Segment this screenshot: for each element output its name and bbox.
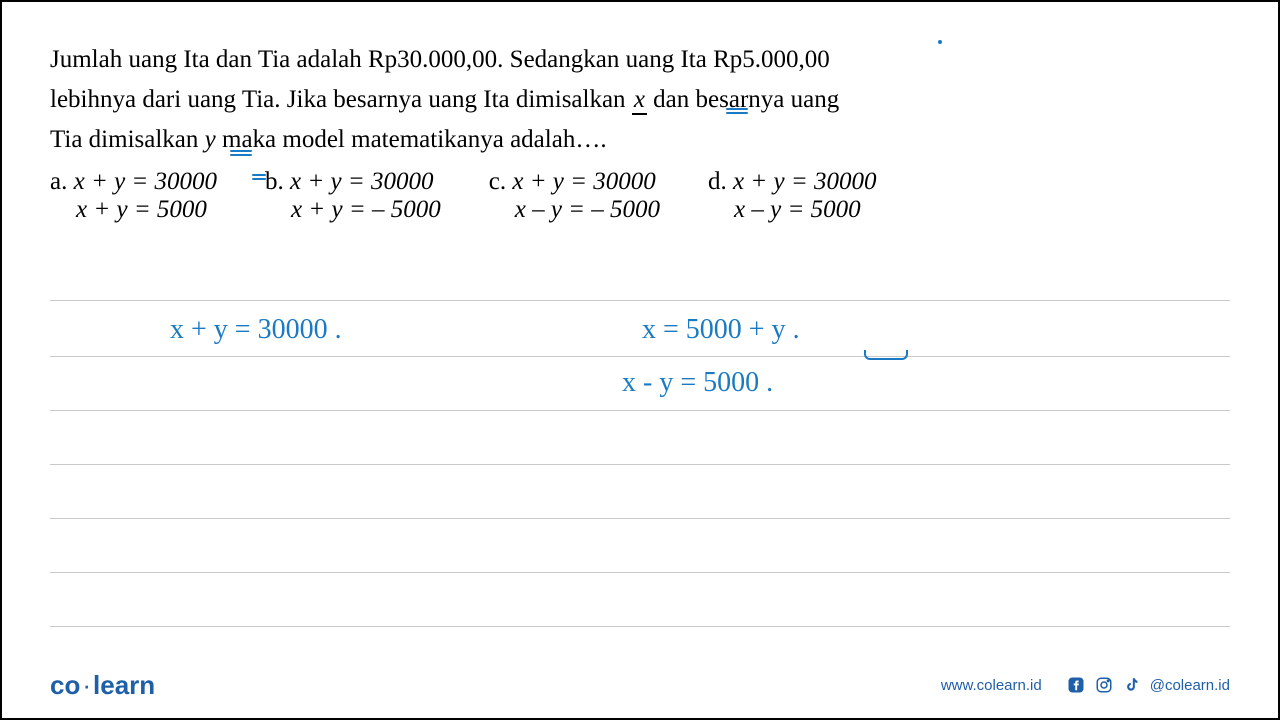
footer-right: www.colearn.id @colearn.id bbox=[941, 675, 1230, 695]
tiktok-icon bbox=[1122, 675, 1142, 695]
handwritten-bracket bbox=[864, 350, 908, 360]
question-line-1: Jumlah uang Ita dan Tia adalah Rp30.000,… bbox=[50, 40, 1230, 80]
question-line-2: lebihnya dari uang Tia. Jika besarnya ua… bbox=[50, 80, 1230, 120]
option-d: d. x + y = 30000 x – y = 5000 bbox=[708, 168, 876, 224]
question-line-3: Tia dimisalkan y maka model matematikany… bbox=[50, 120, 1230, 160]
facebook-icon bbox=[1066, 675, 1086, 695]
variable-y: y bbox=[205, 126, 216, 153]
annotation-underline-option bbox=[252, 174, 266, 180]
footer-url: www.colearn.id bbox=[941, 677, 1042, 694]
option-a: a. x + y = 30000 x + y = 5000 bbox=[50, 168, 217, 224]
annotation-underline-y bbox=[230, 150, 252, 156]
handwritten-equation-1: x + y = 30000 . bbox=[170, 314, 342, 346]
annotation-dot bbox=[938, 40, 942, 44]
rule-line bbox=[50, 410, 1230, 411]
handwritten-equation-2: x = 5000 + y . bbox=[642, 314, 800, 346]
instagram-icon bbox=[1094, 675, 1114, 695]
option-b: b. x + y = 30000 x + y = – 5000 bbox=[265, 168, 441, 224]
annotation-underline-x bbox=[726, 108, 748, 114]
social-handle: @colearn.id bbox=[1150, 677, 1230, 694]
variable-x: x bbox=[632, 86, 647, 115]
social-links: @colearn.id bbox=[1066, 675, 1230, 695]
handwritten-equation-3: x - y = 5000 . bbox=[622, 367, 773, 399]
option-c: c. x + y = 30000 x – y = – 5000 bbox=[489, 168, 660, 224]
brand-logo: co·learn bbox=[50, 670, 155, 701]
answer-options: a. x + y = 30000 x + y = 5000 b. x + y =… bbox=[50, 168, 1230, 224]
rule-line bbox=[50, 518, 1230, 519]
rule-line bbox=[50, 572, 1230, 573]
footer: co·learn www.colearn.id @colearn.id bbox=[2, 652, 1278, 718]
rule-line bbox=[50, 356, 1230, 357]
rule-line bbox=[50, 300, 1230, 301]
question-text: Jumlah uang Ita dan Tia adalah Rp30.000,… bbox=[50, 40, 1230, 160]
rule-line bbox=[50, 464, 1230, 465]
rule-line bbox=[50, 626, 1230, 627]
